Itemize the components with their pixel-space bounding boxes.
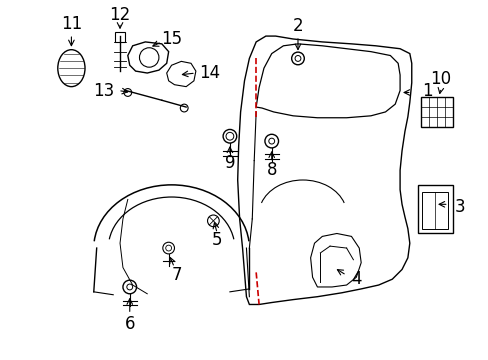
Text: 4: 4 [350,270,361,288]
Text: 15: 15 [161,30,182,48]
Text: 6: 6 [124,315,135,333]
Text: 3: 3 [454,198,465,216]
Text: 7: 7 [171,266,182,284]
Text: 13: 13 [93,81,114,99]
Text: 5: 5 [212,231,222,249]
Bar [115,32,124,42]
Text: 2: 2 [292,17,303,35]
Text: 11: 11 [61,15,82,33]
Text: 12: 12 [109,6,130,24]
Bar [421,97,452,126]
Text: 8: 8 [266,161,276,179]
Bar [417,185,452,234]
Text: 10: 10 [429,70,450,88]
Text: 9: 9 [224,154,235,172]
Bar [422,192,447,229]
Text: 1: 1 [421,81,432,99]
Text: 14: 14 [199,64,220,82]
